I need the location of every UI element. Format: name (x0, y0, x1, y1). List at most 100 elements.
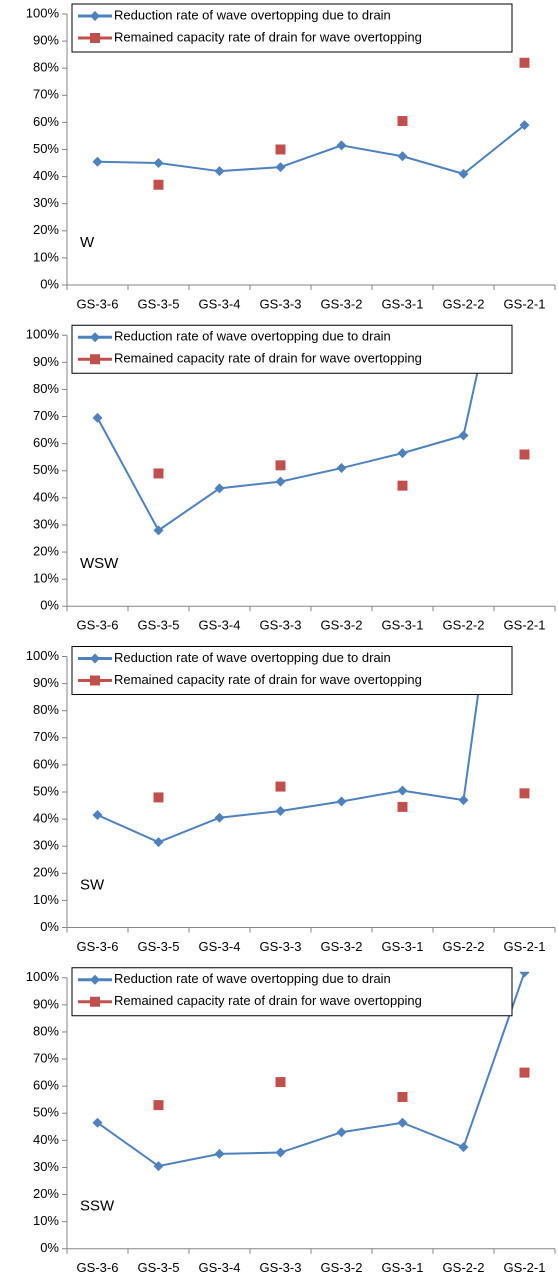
y-tick-label: 60% (33, 1078, 59, 1093)
plot (92, 971, 530, 1172)
point (275, 1147, 286, 1158)
point (90, 996, 100, 1007)
point (397, 480, 408, 491)
point (90, 675, 100, 686)
point (397, 801, 408, 812)
point (90, 974, 100, 985)
x-tick-label: GS-3-5 (138, 939, 180, 954)
legend-label: Reduction rate of wave overtopping due t… (114, 329, 391, 344)
x-tick-label: GS-3-3 (260, 296, 302, 311)
point (458, 1142, 469, 1153)
x-tick-label: GS-3-3 (260, 939, 302, 954)
x-tick-label: GS-2-2 (443, 296, 485, 311)
point (92, 1117, 103, 1128)
y-tick-label: 70% (33, 729, 59, 744)
point (397, 1117, 408, 1128)
point (458, 795, 469, 806)
x-tick-label: GS-3-4 (199, 939, 241, 954)
point (397, 151, 408, 162)
x-tick-label: GS-3-1 (382, 296, 424, 311)
point (90, 653, 100, 664)
x-tick-label: GS-3-5 (138, 296, 180, 311)
point (519, 971, 530, 978)
x-tick-label: GS-2-2 (443, 1260, 485, 1275)
y-tick-label: 90% (33, 354, 59, 369)
legend-label: Remained capacity rate of drain for wave… (114, 29, 422, 44)
point (336, 463, 347, 474)
y-tick-label: 10% (33, 1213, 59, 1228)
x-tick-label: GS-3-3 (260, 1260, 302, 1275)
annotation: SW (80, 876, 105, 893)
y-tick-label: 20% (33, 222, 59, 237)
y-tick-label: 30% (33, 195, 59, 210)
plot (92, 650, 530, 848)
y-tick-label: 0% (40, 276, 59, 291)
y-tick-label: 80% (33, 60, 59, 75)
x-tick-label: GS-2-1 (504, 1260, 546, 1275)
point (336, 796, 347, 807)
y-tick-label: 20% (33, 543, 59, 558)
x-tick-label: GS-2-1 (504, 296, 546, 311)
y-tick-label: 30% (33, 1159, 59, 1174)
y-tick-label: 70% (33, 87, 59, 102)
y-tick-label: 20% (33, 1186, 59, 1201)
point (519, 449, 530, 460)
point (275, 1077, 286, 1088)
point (90, 33, 100, 43)
legend-label: Reduction rate of wave overtopping due t… (114, 650, 391, 665)
point (275, 144, 286, 155)
y-tick-label: 50% (33, 783, 59, 798)
y-tick-label: 80% (33, 702, 59, 717)
legend-box (71, 324, 513, 374)
series-line (97, 124, 526, 175)
y-tick-label: 100% (26, 648, 60, 663)
point (214, 483, 225, 494)
x-tick-label: GS-2-1 (504, 939, 546, 954)
point (92, 412, 103, 423)
y-tick-label: 50% (33, 462, 59, 477)
point (519, 788, 530, 799)
y-tick-label: 40% (33, 1132, 59, 1147)
x-tick-label: GS-3-4 (199, 296, 241, 311)
x-tick-label: GS-3-3 (260, 618, 302, 633)
y-tick-label: 10% (33, 892, 59, 907)
y-tick-label: 40% (33, 489, 59, 504)
point (397, 1091, 408, 1102)
point (519, 57, 530, 68)
y-tick-label: 100% (26, 969, 60, 984)
point (90, 354, 100, 365)
x-tick-label: GS-2-1 (504, 618, 546, 633)
y-tick-label: 50% (33, 141, 59, 156)
x-tick-label: GS-3-4 (199, 1260, 241, 1275)
x-tick-label: GS-3-2 (321, 296, 363, 311)
point (214, 812, 225, 823)
y-tick-label: 10% (33, 249, 59, 264)
y-tick-label: 60% (33, 114, 59, 129)
x-tick-label: GS-3-2 (321, 939, 363, 954)
legend-label: Remained capacity rate of drain for wave… (114, 672, 422, 687)
series-line (96, 972, 526, 1168)
legend-label: Reduction rate of wave overtopping due t… (114, 971, 391, 986)
x-tick-label: GS-3-1 (382, 939, 424, 954)
point (275, 781, 286, 792)
plot (92, 57, 530, 190)
point (458, 168, 469, 179)
x-tick-label: GS-2-2 (443, 939, 485, 954)
y-tick-label: 30% (33, 838, 59, 853)
point (90, 11, 100, 21)
point (397, 785, 408, 796)
y-tick-label: 70% (33, 1050, 59, 1065)
x-tick-label: GS-3-5 (138, 1260, 180, 1275)
y-tick-label: 80% (33, 1023, 59, 1038)
point (153, 468, 164, 479)
point (519, 120, 530, 131)
point (397, 116, 408, 127)
point (90, 332, 100, 343)
y-tick-label: 0% (40, 919, 59, 934)
y-tick-label: 20% (33, 865, 59, 880)
y-tick-label: 70% (33, 408, 59, 423)
x-tick-label: GS-2-2 (443, 618, 485, 633)
y-tick-label: 0% (40, 1240, 59, 1255)
x-tick-label: GS-3-6 (77, 296, 119, 311)
